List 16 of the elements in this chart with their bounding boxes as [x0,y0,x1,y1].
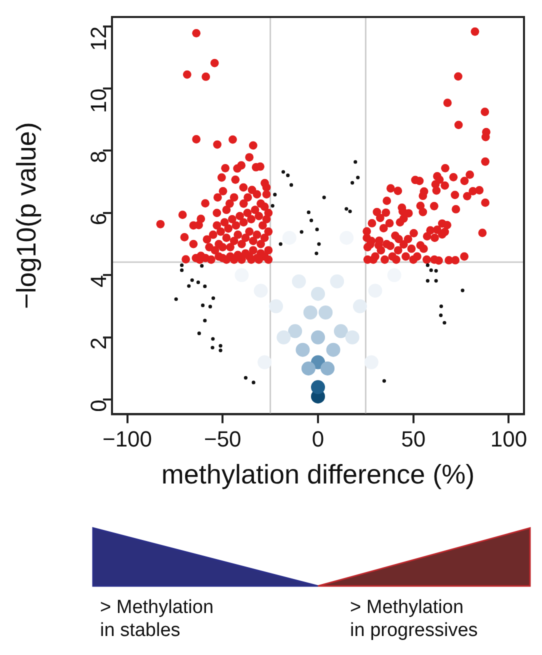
y-tick-label: 10 [86,88,112,114]
x-axis-title: methylation difference (%) [161,459,475,490]
y-tick-label: 12 [86,26,112,51]
x-tick-label: 100 [490,426,528,452]
y-tick-label: 6 [86,212,112,226]
text: > Methylation in progressives [350,596,478,642]
y-axis-title: −log10(p value) [12,122,42,310]
y-tick-label: 4 [86,275,112,288]
y-tick-label: 0 [86,400,112,412]
y-tick-label: 2 [86,337,112,350]
x-tick-label: 0 [312,426,324,452]
x-tick-label: −50 [204,426,242,452]
text: > Methylation in stables [100,596,214,642]
x-tick-label: 50 [401,426,426,452]
x-tick-label: −100 [102,426,152,452]
y-tick-label: 8 [86,150,112,163]
